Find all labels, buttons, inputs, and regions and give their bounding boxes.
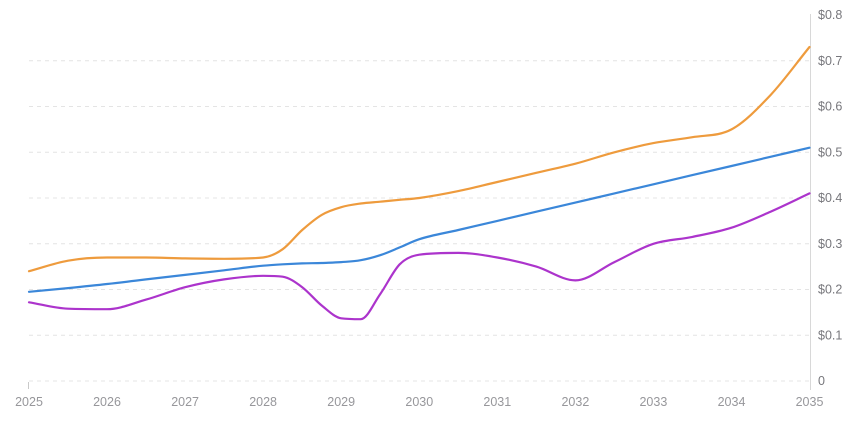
x-tick-label-2035: 2035 xyxy=(796,395,824,409)
x-tick-label-2033: 2033 xyxy=(639,395,667,409)
x-tick-label-2031: 2031 xyxy=(483,395,511,409)
x-tick-label-2028: 2028 xyxy=(249,395,277,409)
y-tick-label-$0.8: $0.8 xyxy=(818,8,842,22)
series-line-blue xyxy=(27,146,811,293)
y-tick-label-$0.1: $0.1 xyxy=(818,328,842,342)
y-tick-label-$0.3: $0.3 xyxy=(818,237,842,251)
x-tick-label-2026: 2026 xyxy=(93,395,121,409)
x-tick-label-2029: 2029 xyxy=(327,395,355,409)
x-tick-label-2032: 2032 xyxy=(561,395,589,409)
y-tick-label-$0.5: $0.5 xyxy=(818,145,842,159)
series-line-magenta xyxy=(27,192,811,321)
x-tick-label-2034: 2034 xyxy=(718,395,746,409)
y-tick-label-0: 0 xyxy=(818,374,825,388)
x-tick-label-2030: 2030 xyxy=(405,395,433,409)
y-tick-label-$0.2: $0.2 xyxy=(818,283,842,297)
y-tick-label-$0.7: $0.7 xyxy=(818,54,842,68)
series-line-orange xyxy=(27,45,811,273)
x-tick-label-2027: 2027 xyxy=(171,395,199,409)
x-tick-label-2025: 2025 xyxy=(15,395,43,409)
y-tick-label-$0.6: $0.6 xyxy=(818,100,842,114)
y-tick-label-$0.4: $0.4 xyxy=(818,191,842,205)
